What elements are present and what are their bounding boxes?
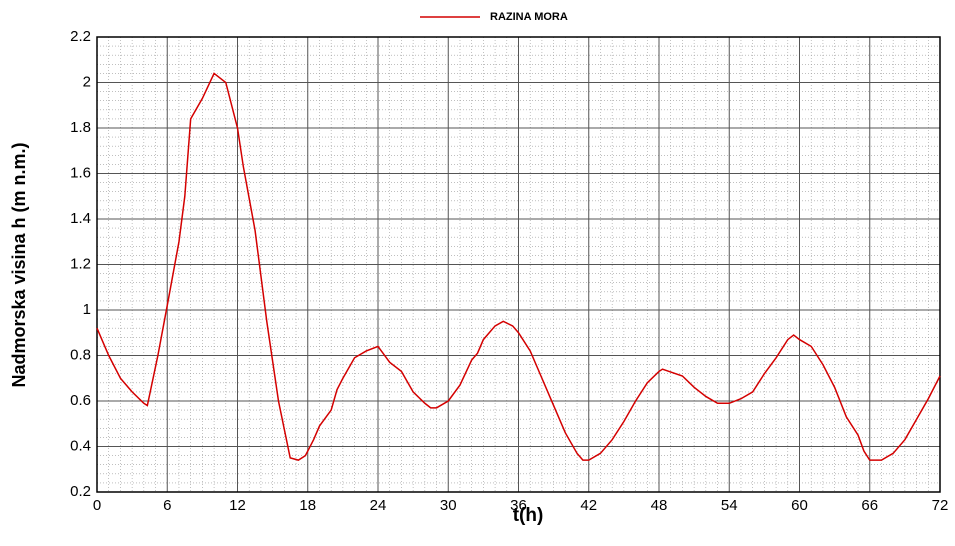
x-tick-label: 60 [791,497,808,514]
data-line [96,72,941,461]
x-tick-label: 6 [163,497,171,514]
y-tick-label: 0.2 [70,483,91,500]
x-tick-label: 54 [721,497,738,514]
x-tick-label: 24 [370,497,387,514]
y-axis-label: Nadmorska visina h (m n.m.) [9,142,29,387]
y-tick-label: 1.6 [70,164,91,181]
y-tick-label: 1.8 [70,119,91,136]
x-tick-label: 36 [510,497,527,514]
y-tick-label: 2.2 [70,28,91,45]
legend-label: RAZINA MORA [490,11,568,23]
y-tick-label: 1.2 [70,255,91,272]
x-axis-label: t(h) [513,505,544,526]
x-tick-label: 48 [651,497,668,514]
y-tick-label: 0.6 [70,392,91,409]
x-tick-label: 30 [440,497,457,514]
y-tick-label: 1 [83,301,91,318]
x-tick-label: 42 [580,497,597,514]
y-tick-label: 0.8 [70,346,91,363]
x-tick-label: 72 [932,497,949,514]
plot-frame [96,36,941,493]
y-tick-label: 0.4 [70,437,91,454]
x-tick-label: 0 [93,497,101,514]
x-tick-label: 66 [861,497,878,514]
y-tick-label: 2 [83,73,91,90]
y-tick-label: 1.4 [70,210,91,227]
x-tick-label: 12 [229,497,246,514]
x-tick-label: 18 [299,497,316,514]
